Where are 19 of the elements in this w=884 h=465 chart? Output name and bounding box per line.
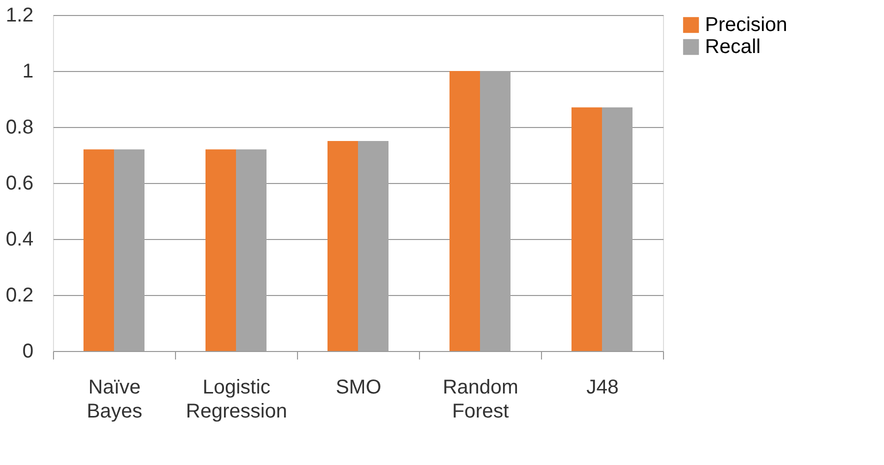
x-tick-label: Logistic Regression [186, 376, 288, 422]
y-tick-label: 0.6 [6, 172, 34, 194]
y-tick-label: 0 [22, 340, 34, 362]
x-tick-label: Naïve Bayes [86, 376, 142, 422]
bar [450, 71, 480, 351]
y-tick-label: 1 [22, 60, 34, 82]
bar [572, 107, 602, 351]
y-tick-label: 1.2 [6, 4, 34, 26]
x-tick-label: J48 [586, 376, 619, 398]
y-tick-label: 0.2 [6, 284, 34, 306]
x-tick-label: SMO [336, 376, 382, 398]
x-tick-label: Random Forest [442, 376, 518, 422]
bar [84, 149, 114, 351]
bar [328, 141, 358, 351]
bar [206, 149, 236, 351]
y-tick-label: 0.8 [6, 116, 34, 138]
legend-label: Recall [705, 36, 761, 58]
y-tick-label: 0.4 [6, 228, 34, 250]
legend-label: Precision [705, 14, 788, 36]
